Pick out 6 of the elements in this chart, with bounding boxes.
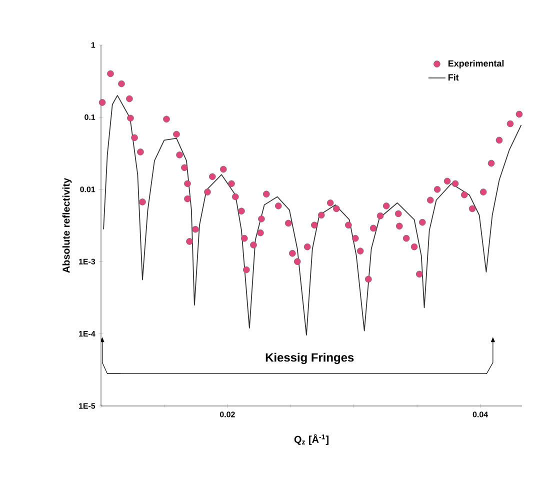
x-axis-title: Q$_{z}$ [Å$^{-1}$]	[294, 434, 328, 445]
line-series	[103, 95, 522, 336]
legend-label: Experimental	[448, 60, 504, 68]
legend-label: Fit	[448, 74, 459, 81]
annotation: Kiessig Fringes	[266, 352, 354, 364]
y-axis-title: Absolute reflectivity	[62, 178, 72, 273]
